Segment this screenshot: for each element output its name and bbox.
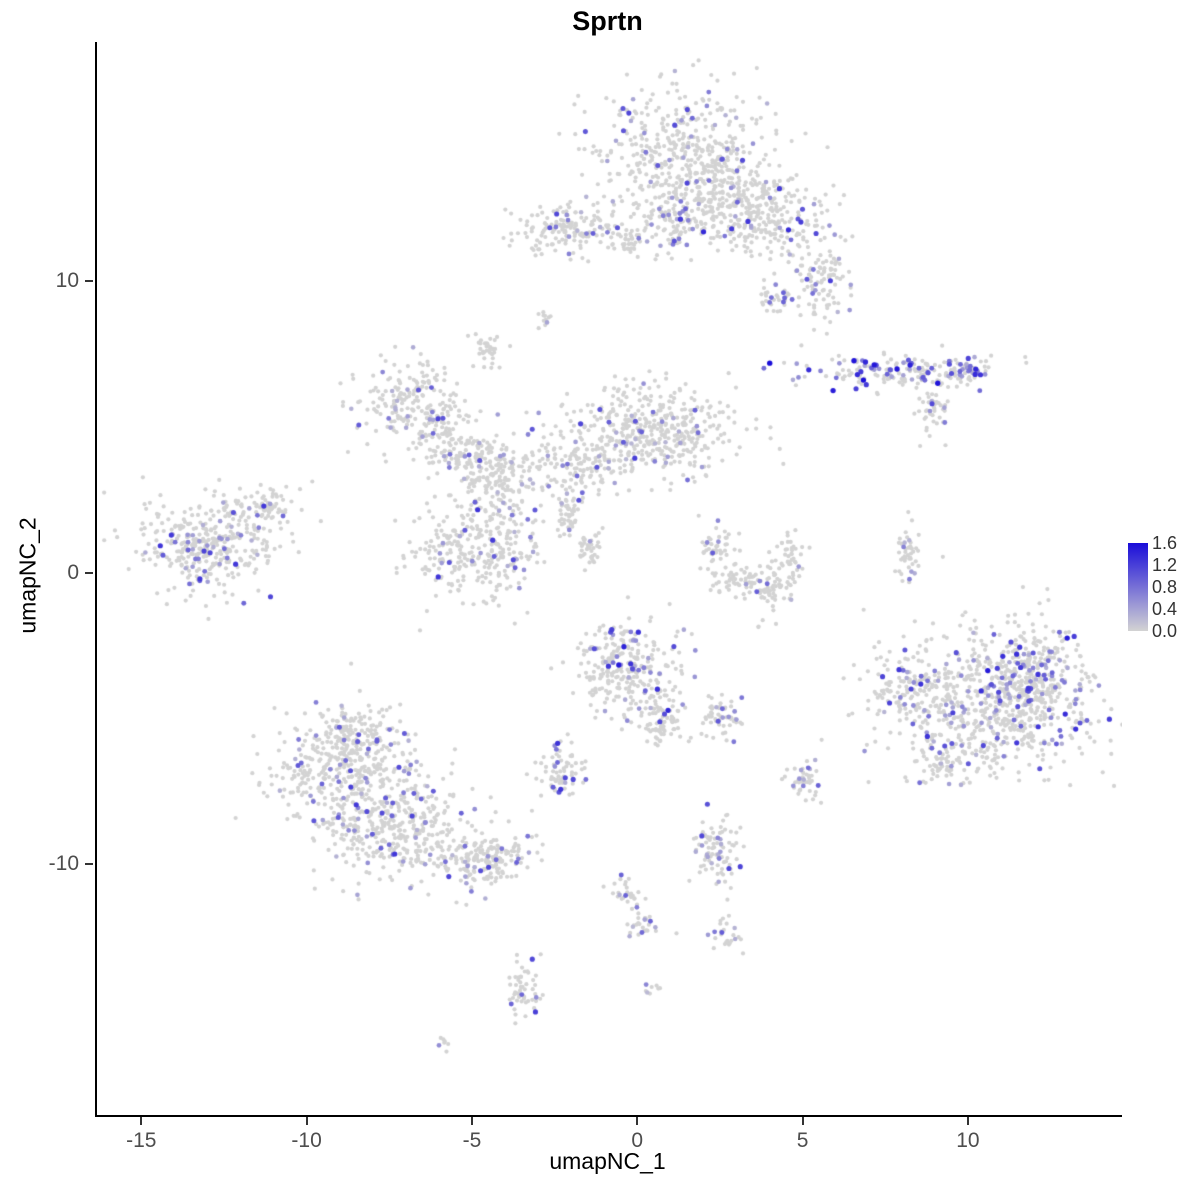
legend-tick-label: 0.8 (1152, 577, 1178, 597)
legend-tick-label: 0.0 (1152, 621, 1178, 641)
expression-legend: 1.6 1.2 0.8 0.4 0.0 (1128, 534, 1192, 640)
x-tick-label: -15 (126, 1129, 157, 1152)
y-tick-mark (85, 863, 93, 866)
legend-colorbar (1128, 543, 1148, 631)
legend-tick-label: 1.6 (1152, 533, 1178, 553)
x-tick-label: 0 (631, 1129, 644, 1152)
y-tick-mark (85, 280, 93, 283)
x-tick-label: -5 (462, 1129, 482, 1152)
x-tick-mark (140, 1117, 143, 1125)
y-axis-label: umapNC_2 (14, 517, 41, 634)
umap-scatter-canvas (97, 42, 1122, 1115)
x-tick-mark (966, 1117, 969, 1125)
x-tick-mark (305, 1117, 308, 1125)
legend-tick-label: 0.4 (1152, 599, 1178, 619)
x-tick-label: -10 (291, 1129, 322, 1152)
x-tick-mark (801, 1117, 804, 1125)
x-tick-mark (470, 1117, 473, 1125)
x-axis-label: umapNC_1 (549, 1148, 666, 1174)
x-tick-label: 5 (796, 1129, 809, 1152)
plot-area (95, 42, 1122, 1117)
y-tick-mark (85, 571, 93, 574)
y-tick-label: 10 (55, 269, 79, 293)
y-tick-label: -10 (48, 852, 79, 876)
legend-tick-label: 1.2 (1152, 555, 1178, 575)
x-tick-label: 10 (956, 1129, 980, 1152)
chart-title: Sprtn (572, 6, 643, 36)
x-tick-mark (636, 1117, 639, 1125)
y-tick-label: 0 (67, 560, 79, 584)
legend-tick-labels: 1.6 1.2 0.8 0.4 0.0 (1152, 534, 1192, 640)
